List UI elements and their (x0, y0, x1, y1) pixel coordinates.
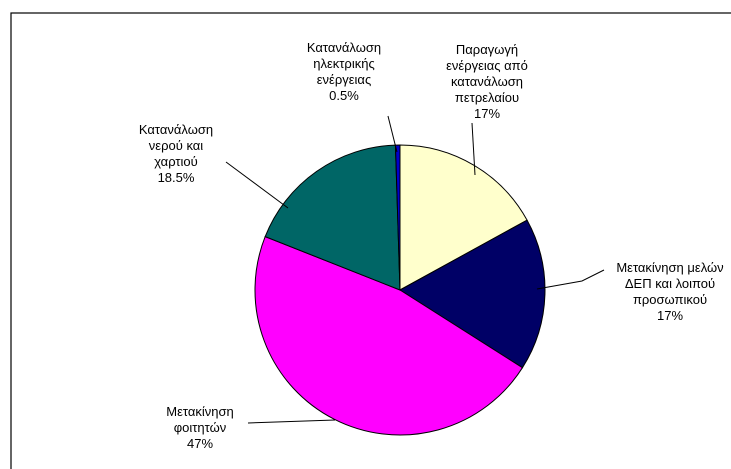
leader-line-0 (471, 122, 476, 176)
pie-slice-0 (399, 144, 528, 291)
slice-percent-label: 0.5% (329, 88, 359, 103)
slice-label-4: Κατανάλωση ηλεκτρικής ενέργειας 0.5% (307, 40, 381, 103)
leader-line-1 (536, 269, 605, 290)
slice-name-line: ηλεκτρικής (313, 56, 374, 71)
pie-slice-3 (264, 144, 401, 291)
leader-line-3 (225, 161, 289, 209)
slice-name-line: χαρτιού (154, 154, 198, 169)
chart-border (10, 12, 731, 469)
slice-percent-label: 17% (474, 106, 500, 121)
pie-slices (254, 144, 546, 436)
pie-slice-1 (399, 219, 546, 369)
pie-slice-2 (254, 235, 524, 436)
slice-label-0: Παραγωγή ενέργειας από κατανάλωση πετρελαίο… (446, 42, 528, 121)
slice-name-line: Κατανάλωση (139, 122, 213, 137)
slice-name-line: Μετακίνηση μελών (616, 260, 723, 275)
leader-lines (225, 115, 605, 424)
slice-name-line: Μετακίνηση (166, 404, 233, 419)
leader-line-4 (387, 115, 398, 153)
slice-name-line: ενέργειας από (446, 58, 528, 73)
slice-percent-label: 18.5% (158, 170, 195, 185)
slice-name-line: νερού και (149, 138, 203, 153)
slice-name-line: φοιτητών (174, 420, 227, 435)
slice-name-line: πετρελαίου (455, 90, 519, 105)
leader-line-2 (247, 419, 336, 424)
slice-name-line: ΔΕΠ και λοιπού (625, 276, 715, 291)
slice-percent-label: 47% (187, 436, 213, 451)
slice-name-line: προσωπικού (633, 292, 707, 307)
slice-label-2: Μετακίνηση φοιτητών 47% (166, 404, 233, 451)
slice-name-line: Παραγωγή (456, 42, 518, 57)
slice-name-line: ενέργειας (317, 72, 371, 87)
slice-name-line: κατανάλωση (451, 74, 523, 89)
slice-label-1: Μετακίνηση μελών ΔΕΠ και λοιπού προσωπικού… (616, 260, 723, 323)
slice-label-3: Κατανάλωση νερού και χαρτιού 18.5% (139, 122, 213, 185)
slice-name-line: Κατανάλωση (307, 40, 381, 55)
slice-labels: Παραγωγή ενέργειας από κατανάλωση πετρελαίο… (139, 40, 724, 451)
slice-percent-label: 17% (657, 308, 683, 323)
